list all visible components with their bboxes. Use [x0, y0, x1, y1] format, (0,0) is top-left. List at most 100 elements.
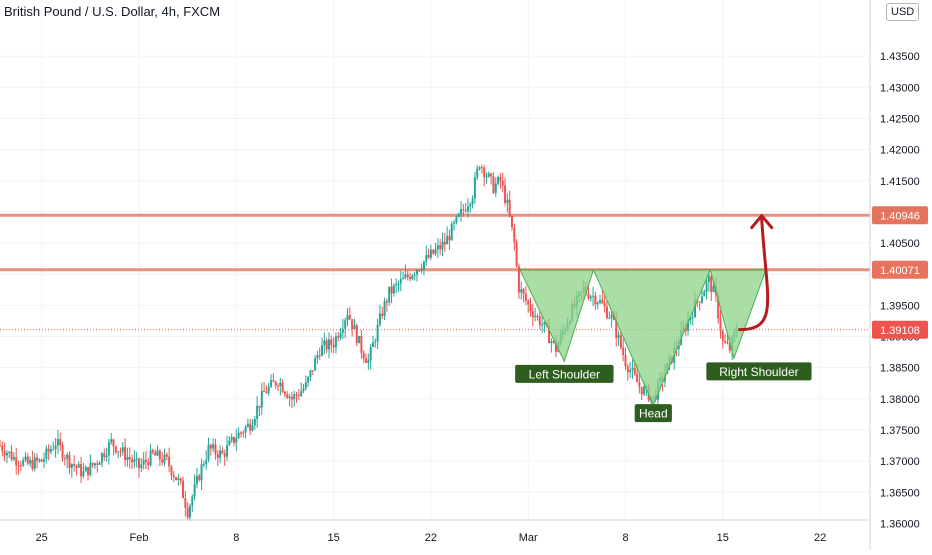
candle [388, 286, 391, 306]
currency-badge[interactable]: USD [886, 3, 920, 21]
candle-body [418, 270, 421, 272]
candle-body [404, 274, 407, 278]
candle [281, 379, 284, 393]
candle-body [242, 432, 245, 434]
candle-body [207, 444, 210, 460]
x-tick-label: 25 [36, 532, 48, 544]
candle-body [497, 177, 500, 184]
candle [87, 466, 90, 481]
candle-body [66, 454, 69, 459]
candle [520, 281, 523, 300]
candle-body [422, 261, 425, 270]
candle-body [56, 439, 59, 446]
candle [619, 332, 622, 350]
candle-body [552, 341, 555, 343]
candle [603, 295, 606, 313]
candle-body [226, 445, 229, 457]
candle [499, 172, 502, 189]
candle-body [608, 318, 611, 320]
candle [448, 229, 451, 251]
candle-body [443, 241, 446, 245]
candle [460, 201, 463, 223]
candle-body [75, 465, 78, 468]
candle [40, 458, 43, 463]
x-tick-label: 22 [425, 532, 437, 544]
candle-body [38, 459, 41, 461]
candle-body [302, 388, 305, 392]
pattern-label: Left Shoulder [515, 364, 614, 383]
candle-body [626, 366, 629, 373]
candle [110, 433, 113, 445]
candle [321, 337, 324, 357]
candle [73, 455, 76, 472]
y-tick-label: 1.38000 [880, 394, 920, 406]
candle-body [103, 453, 106, 458]
candle [126, 447, 129, 467]
candle [258, 405, 261, 416]
candle-body [527, 300, 530, 305]
candle [124, 438, 127, 467]
candle [1, 441, 4, 457]
pattern-label-bg [515, 364, 614, 383]
candle-body [719, 318, 722, 332]
candle-body [376, 324, 379, 342]
candle [395, 278, 398, 294]
candle [133, 450, 136, 468]
candle-body [263, 390, 266, 392]
y-tick-label: 1.43000 [880, 82, 920, 94]
candle-body [409, 276, 412, 280]
candle [383, 297, 386, 320]
candle [330, 335, 333, 353]
candle [128, 447, 131, 469]
candle [251, 419, 254, 432]
candle-body [279, 382, 282, 387]
candle-body [399, 279, 402, 284]
candle-body [223, 453, 226, 457]
candle-body [182, 480, 185, 499]
candle-body [161, 459, 164, 463]
candle [186, 502, 189, 521]
candle [15, 447, 18, 475]
current-price-badge: 1.39108 [872, 320, 928, 339]
candle [605, 300, 608, 320]
candle-body [321, 345, 324, 356]
candle [22, 456, 25, 468]
candle-body [265, 391, 268, 394]
candle-body [504, 185, 507, 203]
candle [293, 390, 296, 407]
candle-body [378, 313, 381, 325]
candle [327, 332, 330, 359]
candle [371, 335, 374, 348]
candle-body [184, 498, 187, 508]
candle-body [337, 336, 340, 338]
x-tick-label: Feb [130, 532, 149, 544]
candle [473, 171, 476, 204]
candle-body [550, 341, 553, 344]
candle [601, 290, 604, 305]
candle-body [253, 418, 256, 426]
candle [402, 271, 405, 280]
candle-body [703, 291, 706, 297]
candle [529, 297, 532, 317]
candle-body [506, 199, 509, 203]
candle [617, 331, 620, 346]
candle-body [520, 289, 523, 293]
candle [265, 385, 268, 394]
candle-body [33, 457, 36, 469]
candle-body [232, 437, 235, 443]
candle-body [124, 447, 127, 461]
candle-body [230, 437, 233, 441]
candle [175, 476, 178, 481]
candle-body [288, 396, 291, 398]
x-tick-label: 8 [622, 532, 628, 544]
candle [191, 494, 194, 513]
candle [510, 215, 513, 231]
candle [392, 283, 395, 297]
candle [629, 361, 632, 378]
candle-body [344, 320, 347, 329]
candle-body [205, 459, 208, 465]
candle-body [290, 396, 293, 400]
candle [490, 172, 493, 185]
